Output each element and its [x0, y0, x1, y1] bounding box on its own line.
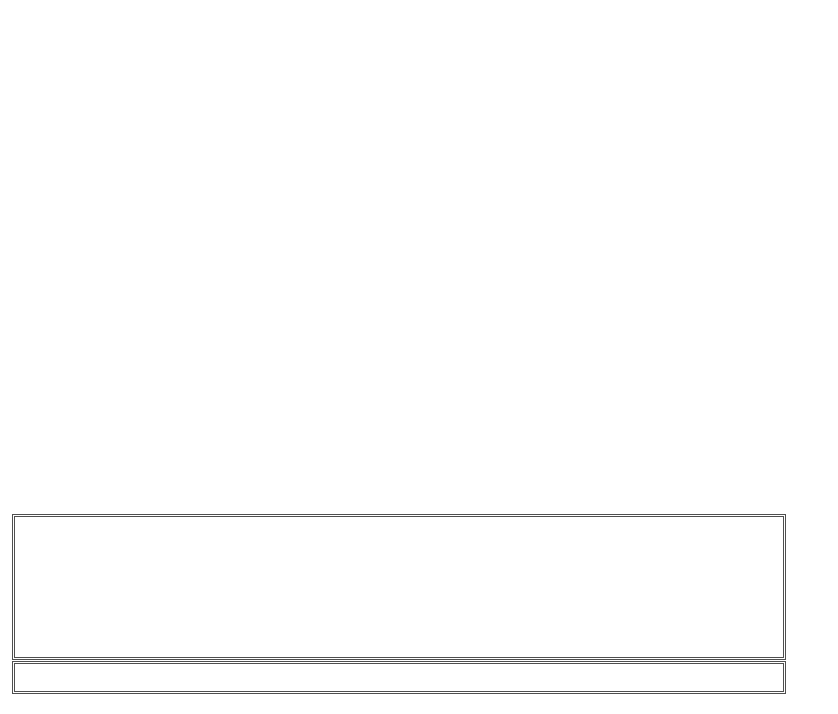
volume-chart: [15, 664, 785, 693]
balance-chart: [15, 517, 785, 659]
volume-chart-panel: [12, 661, 786, 694]
balance-chart-panel: [12, 514, 786, 660]
